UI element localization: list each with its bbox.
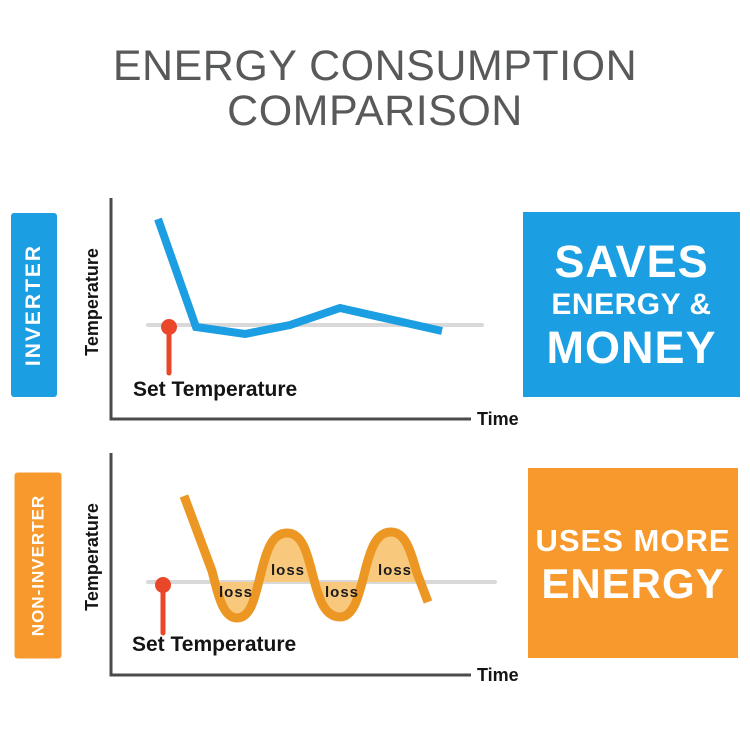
badge-uses-line2: ENERGY <box>541 559 725 607</box>
loss-label-4: loss <box>378 562 412 579</box>
page-title-line1: ENERGY CONSUMPTION <box>112 42 638 90</box>
time-axis-label: Time <box>477 409 519 429</box>
loss-label-2: loss <box>271 562 305 579</box>
set-temperature-label: Set Temperature <box>132 633 296 656</box>
time-axis-label: Time <box>477 665 519 685</box>
page-title: ENERGY CONSUMPTION COMPARISON <box>0 44 750 134</box>
set-temperature-pin-head <box>161 319 177 335</box>
non-inverter-temperature-wave <box>179 494 433 623</box>
inverter-benefit-badge: SAVES ENERGY & MONEY <box>523 212 740 397</box>
badge-saves-line2: ENERGY & <box>551 288 712 321</box>
loss-label-3: loss <box>325 584 359 601</box>
badge-saves-line3: MONEY <box>546 322 717 373</box>
inverter-tab-label: INVERTER <box>22 243 45 367</box>
temperature-axis-label: Temperature <box>82 248 102 356</box>
inverter-temperature-curve <box>154 217 443 339</box>
inverter-chart: Set Temperature Time Temperature <box>82 198 519 429</box>
non-inverter-tab-label: NON-INVERTER <box>28 494 47 637</box>
set-temperature-label: Set Temperature <box>133 378 297 401</box>
non-inverter-tab: NON-INVERTER <box>14 472 62 659</box>
page-title-line2: COMPARISON <box>227 87 523 135</box>
non-inverter-drawback-badge: USES MORE ENERGY <box>528 468 738 658</box>
badge-uses-line1: USES MORE <box>535 522 731 558</box>
badge-saves-line1: SAVES <box>554 236 709 287</box>
inverter-tab: INVERTER <box>11 213 57 397</box>
temperature-axis-label: Temperature <box>82 503 102 611</box>
non-inverter-chart: loss loss loss loss Set Temperature Time… <box>82 453 519 685</box>
set-temperature-pin-head <box>155 577 171 593</box>
loss-label-1: loss <box>219 584 253 601</box>
